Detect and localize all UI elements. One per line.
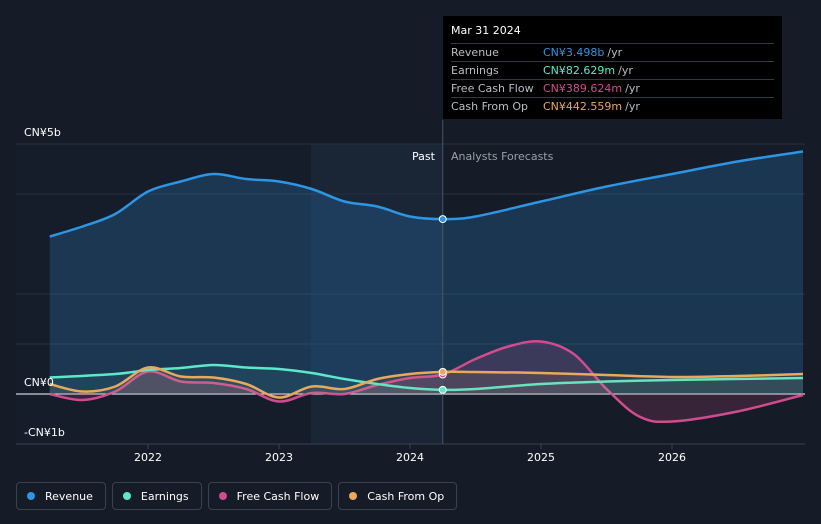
legend-dot-icon (218, 492, 227, 500)
y-tick-label-max: CN¥5b (24, 126, 61, 139)
tooltip-label: Free Cash Flow (451, 82, 534, 95)
tooltip-unit: /yr (625, 100, 640, 113)
legend-dot-icon (349, 492, 358, 500)
tooltip-unit: /yr (607, 46, 623, 59)
cash-from-op-area (49, 367, 803, 398)
cash-from-op-marker (438, 367, 447, 376)
tooltip-value: CN¥389.624m (543, 82, 623, 95)
x-tick-label: 2025 (527, 451, 555, 464)
cash-from-op-line (49, 366, 804, 399)
revenue-line (49, 150, 804, 238)
legend-item-revenue[interactable]: Revenue (16, 482, 106, 510)
legend-item-earnings[interactable]: Earnings (111, 482, 202, 510)
earnings-line (49, 363, 804, 392)
tooltip-value: CN¥82.629m (543, 64, 616, 77)
legend: Revenue Earnings Free Cash Flow Cash Fro… (16, 482, 458, 510)
tooltip-row-earnings: Earnings CN¥82.629m /yr (451, 61, 774, 79)
legend-dot-icon (27, 492, 35, 500)
tooltip-value: CN¥442.559m (543, 100, 623, 113)
free-cash-flow-line (49, 339, 804, 424)
revenue-area (49, 151, 803, 394)
earnings-marker (438, 385, 447, 394)
legend-item-free-cash-flow[interactable]: Free Cash Flow (207, 482, 333, 510)
tooltip-row-cash-from-op: Cash From Op CN¥442.559m /yr (451, 97, 774, 115)
tooltip-date: Mar 31 2024 (451, 24, 521, 37)
legend-dot-icon (122, 492, 131, 500)
legend-label: Cash From Op (367, 489, 445, 503)
x-tick-label: 2026 (658, 451, 686, 464)
x-tick-label: 2022 (134, 451, 162, 464)
legend-label: Free Cash Flow (236, 489, 320, 503)
legend-label: Earnings (140, 489, 189, 503)
x-tick-label: 2023 (265, 451, 293, 464)
y-tick-label-min: -CN¥1b (24, 426, 65, 439)
tooltip-label: Cash From Op (451, 100, 529, 113)
forecast-label: Analysts Forecasts (451, 150, 554, 163)
past-label: Past (412, 150, 435, 163)
legend-label: Revenue (45, 489, 93, 503)
tooltip-value: CN¥3.498b (543, 46, 605, 59)
tooltip-row-revenue: Revenue CN¥3.498b /yr (451, 43, 774, 61)
tooltip-unit: /yr (625, 82, 640, 95)
earnings-area (49, 364, 803, 394)
tooltip-label: Revenue (451, 46, 499, 59)
revenue-marker (438, 215, 447, 224)
tooltip: Mar 31 2024 Revenue CN¥3.498b /yr Earnin… (443, 16, 782, 119)
x-tick-label: 2024 (396, 451, 424, 464)
tooltip-unit: /yr (618, 64, 633, 77)
tooltip-row-free-cash-flow: Free Cash Flow CN¥389.624m /yr (451, 79, 774, 97)
y-tick-label-zero: CN¥0 (24, 376, 54, 389)
legend-item-cash-from-op[interactable]: Cash From Op (338, 482, 458, 510)
tooltip-label: Earnings (451, 64, 499, 77)
free-cash-flow-area (49, 341, 803, 422)
